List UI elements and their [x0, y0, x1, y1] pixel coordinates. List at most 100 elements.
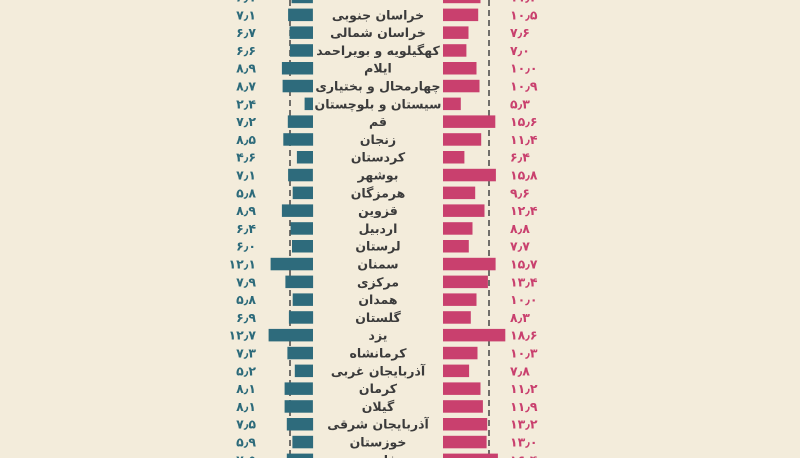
- right-value-label: ۱۲٫۴: [510, 203, 538, 218]
- left-value-label: ۱۲٫۷: [228, 328, 256, 343]
- category-label: فارس: [359, 452, 396, 458]
- right-bar: [443, 435, 487, 449]
- right-bar: [443, 257, 496, 271]
- right-bar: [443, 151, 465, 164]
- left-bar: [291, 0, 313, 4]
- left-bar: [270, 257, 313, 271]
- left-bar: [290, 222, 313, 235]
- right-bar: [443, 453, 498, 458]
- right-value-label: ۱۰٫۵: [510, 7, 538, 22]
- right-value-label: ۱۶٫۴: [510, 452, 538, 458]
- right-bar: [443, 275, 488, 289]
- left-bar: [282, 79, 313, 93]
- left-bar: [289, 26, 313, 39]
- right-value-label: ۸٫۸: [510, 221, 530, 236]
- left-bar: [281, 204, 314, 217]
- category-label: گیلان: [362, 399, 395, 414]
- left-value-label: ۲٫۴: [236, 96, 256, 111]
- left-bar: [292, 186, 313, 200]
- right-bar: [443, 400, 483, 413]
- right-bar: [443, 311, 471, 324]
- right-value-label: ۱۰٫۹: [510, 79, 538, 94]
- left-value-label: ۷٫۵: [236, 452, 256, 458]
- left-value-label: ۸٫۹: [236, 203, 256, 218]
- left-value-label: ۶٫۰: [236, 239, 256, 254]
- left-bar: [285, 275, 314, 289]
- left-bar: [304, 97, 313, 111]
- left-value-label: ۵٫۸: [236, 292, 256, 307]
- right-value-label: ۱۸٫۶: [510, 328, 538, 343]
- right-value-label: ۷٫۰: [510, 43, 530, 58]
- left-bar: [284, 382, 313, 395]
- category-label: کرمانشاه: [350, 346, 408, 361]
- chart-rows: ۶٫۱ ۱۱٫۲ خراسان جنوبی ۷٫۱ ۱۰٫۵ خراسان شمالی ۶٫…: [228, 0, 538, 458]
- category-label: لرستان: [355, 239, 400, 254]
- right-value-label: ۶٫۴: [510, 150, 530, 165]
- right-bar: [443, 115, 496, 128]
- right-value-label: ۱۵٫۷: [510, 257, 538, 272]
- category-label: چهارمحال و بختیاری: [315, 79, 440, 94]
- right-bar: [443, 418, 488, 431]
- left-bar: [288, 168, 313, 182]
- right-bar: [443, 240, 469, 253]
- left-value-label: ۸٫۵: [236, 132, 256, 147]
- right-value-label: ۱۰٫۰: [510, 61, 538, 76]
- left-bar: [292, 240, 313, 253]
- right-bar: [443, 62, 477, 75]
- right-bar: [443, 364, 470, 378]
- right-value-label: ۱۵٫۶: [510, 114, 538, 129]
- left-bar: [284, 400, 313, 413]
- category-label: آذربایجان شرقی: [327, 417, 429, 432]
- left-bar: [289, 44, 313, 57]
- left-bar: [287, 115, 313, 128]
- right-bar: [443, 133, 482, 146]
- left-value-label: ۶٫۴: [236, 221, 256, 236]
- left-bar: [292, 293, 313, 306]
- right-bar: [443, 79, 480, 93]
- left-bar: [286, 453, 314, 458]
- right-bar: [443, 0, 481, 4]
- right-value-label: ۵٫۳: [510, 96, 530, 111]
- right-value-label: ۱۳٫۰: [510, 435, 538, 450]
- right-bar: [443, 186, 476, 200]
- right-bar: [443, 26, 469, 39]
- category-label: خراسان جنوبی: [332, 7, 424, 22]
- left-bar: [292, 435, 314, 449]
- category-label: ایلام: [364, 61, 392, 77]
- right-value-label: ۷٫۸: [510, 363, 530, 378]
- category-label: خراسان شمالی: [330, 25, 426, 40]
- category-label: سیستان و بلوچستان: [315, 96, 442, 111]
- left-value-label: ۸٫۱: [236, 399, 256, 414]
- left-value-label: ۵٫۸: [236, 185, 256, 200]
- left-value-label: ۶٫۷: [236, 25, 256, 40]
- left-value-label: ۸٫۹: [236, 61, 256, 76]
- left-bar: [286, 418, 314, 431]
- category-label: قزوین: [358, 203, 398, 218]
- left-value-label: ۷٫۵: [236, 417, 256, 432]
- left-value-label: ۷٫۳: [236, 346, 256, 361]
- left-value-label: ۶٫۶: [236, 43, 256, 58]
- category-label: سمنان: [357, 257, 398, 272]
- right-value-label: ۱۱٫۴: [510, 132, 538, 147]
- right-value-label: ۹٫۶: [510, 185, 530, 200]
- category-label: هرمزگان: [351, 185, 406, 200]
- category-label: زنجان: [360, 132, 396, 147]
- left-value-label: ۸٫۷: [236, 79, 256, 94]
- left-value-label: ۷٫۱: [236, 7, 256, 22]
- left-value-label: ۸٫۱: [236, 381, 256, 396]
- category-label: خوزستان: [350, 435, 407, 450]
- right-bar: [443, 168, 496, 182]
- right-value-label: ۱۰٫۰: [510, 292, 538, 307]
- left-bar: [281, 62, 314, 75]
- left-value-label: ۶٫۹: [236, 310, 256, 325]
- right-value-label: ۷٫۶: [510, 25, 530, 40]
- category-label: آذربایجان غربی: [331, 363, 426, 378]
- left-value-label: ۵٫۲: [236, 363, 256, 378]
- right-bar: [443, 8, 479, 22]
- left-value-label: ۱۲٫۱: [228, 257, 256, 272]
- category-label: قم: [369, 114, 387, 129]
- right-value-label: ۱۵٫۸: [510, 168, 538, 183]
- left-value-label: ۶٫۱: [236, 0, 256, 5]
- category-label: کهگیلویه و بویراحمد: [316, 43, 440, 58]
